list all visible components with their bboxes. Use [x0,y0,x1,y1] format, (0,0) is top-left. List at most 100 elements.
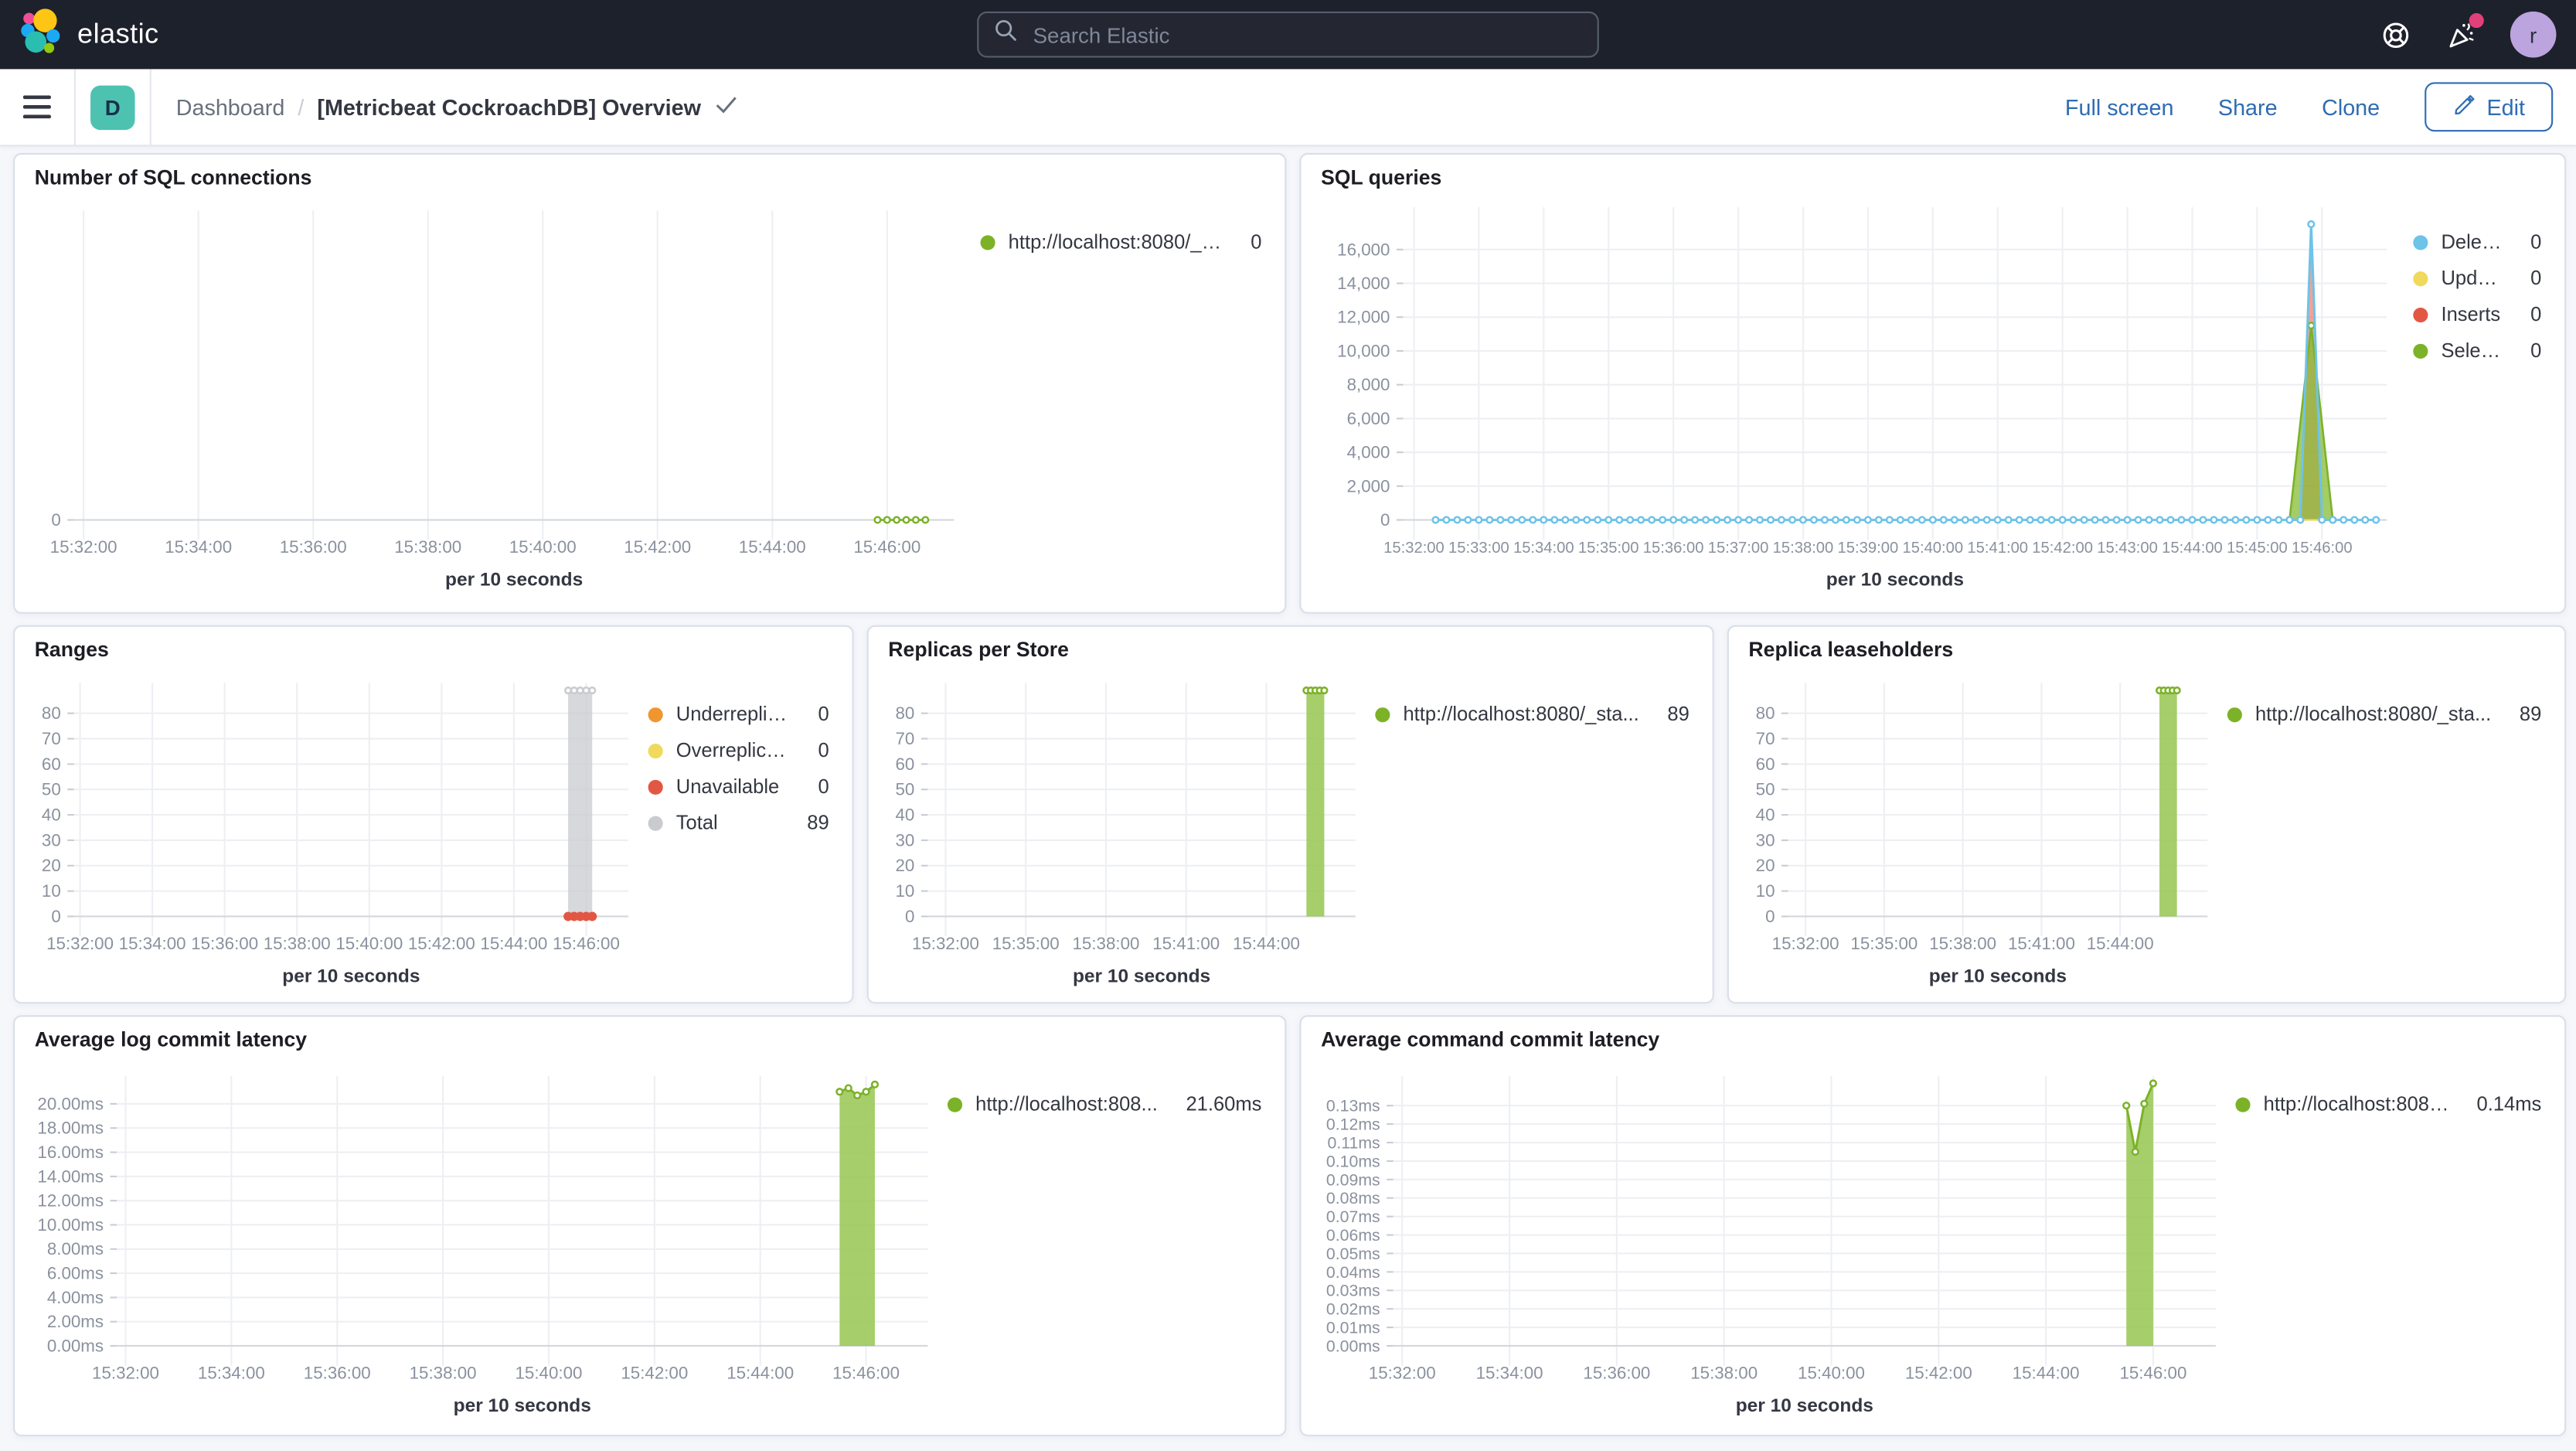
legend-series-dot-icon [2227,707,2242,722]
panel-title: Replicas per Store [888,638,1069,662]
clone-button[interactable]: Clone [2322,94,2380,120]
svg-text:per 10 seconds: per 10 seconds [454,1395,591,1416]
breadcrumb: Dashboard / [Metricbeat CockroachDB] Ove… [176,92,739,121]
svg-text:60: 60 [1756,754,1775,774]
svg-text:15:44:00: 15:44:00 [2013,1364,2080,1383]
svg-text:40: 40 [896,806,915,825]
svg-text:30: 30 [1756,830,1775,850]
search-icon [994,18,1019,51]
newsfeed-icon[interactable] [2445,13,2484,51]
svg-text:15:34:00: 15:34:00 [198,1364,265,1383]
legend-item[interactable]: Underreplicated 0 [648,703,829,726]
legend-series-value: 21.60ms [1186,1092,1262,1116]
svg-text:15:45:00: 15:45:00 [2227,540,2288,557]
legend-item[interactable]: Updates 0 [2413,267,2541,290]
legend-item[interactable]: Deletes 0 [2413,230,2541,254]
legend-series-dot-icon [648,815,663,830]
legend-item[interactable]: Total 89 [648,811,829,834]
svg-text:15:40:00: 15:40:00 [1902,540,1963,557]
svg-text:0.10ms: 0.10ms [1326,1152,1380,1170]
svg-text:0.09ms: 0.09ms [1326,1170,1380,1189]
svg-text:15:32:00: 15:32:00 [50,537,117,557]
search-input[interactable] [1029,20,1583,49]
menu-button[interactable] [0,69,74,145]
edit-button[interactable]: Edit [2424,82,2554,132]
svg-text:15:46:00: 15:46:00 [832,1364,900,1383]
legend-series-value: 0 [818,738,829,762]
svg-text:15:38:00: 15:38:00 [394,537,461,557]
svg-text:per 10 seconds: per 10 seconds [1826,570,1964,591]
legend-item[interactable]: http://localhost:8080/_stat... 0 [980,230,1261,254]
user-avatar[interactable]: r [2510,11,2557,58]
svg-text:15:42:00: 15:42:00 [621,1364,688,1383]
svg-text:2.00ms: 2.00ms [47,1312,104,1331]
svg-text:6,000: 6,000 [1347,409,1390,428]
svg-text:0.00ms: 0.00ms [47,1336,104,1355]
legend-series-value: 0 [2530,230,2542,254]
chart-canvas: 15:32:00 15:35:00 15:38:00 15:41:00 15:44:00… [1756,683,2208,987]
global-search[interactable] [977,11,1599,58]
svg-text:per 10 seconds: per 10 seconds [1929,966,2067,987]
legend-series-label: Inserts [2441,302,2501,326]
svg-text:15:35:00: 15:35:00 [992,934,1060,953]
full-screen-button[interactable]: Full screen [2064,94,2174,120]
legend-item[interactable]: http://localhost:8080/_sta... 89 [1375,703,1690,726]
svg-text:0: 0 [1765,907,1775,926]
legend-item[interactable]: Overreplicated 0 [648,738,829,762]
svg-text:15:32:00: 15:32:00 [1772,934,1839,953]
legend-series-value: 0 [818,702,829,726]
svg-text:15:44:00: 15:44:00 [480,934,547,953]
svg-text:15:41:00: 15:41:00 [1152,934,1220,953]
divider [149,69,151,145]
svg-text:10: 10 [42,881,61,901]
elastic-brand[interactable]: elastic [20,8,159,62]
chart-canvas: 15:32:00 15:35:00 15:38:00 15:41:00 15:44:00… [896,683,1356,987]
help-icon[interactable] [2379,18,2412,51]
replica-leaseholders-chart: 15:32:00 15:35:00 15:38:00 15:41:00 15:44:00… [1729,663,2227,1002]
dashboard-app-button[interactable]: D [76,69,150,145]
legend-series-value: 89 [807,811,829,835]
svg-text:15:43:00: 15:43:00 [2097,540,2158,557]
legend-series-dot-icon [2413,271,2428,286]
avg-log-commit-latency-chart: 15:32:00 15:34:00 15:36:00 15:38:00 15:40:00… [15,1053,948,1435]
legend-item[interactable]: http://localhost:8080/_sta... 89 [2227,703,2541,726]
svg-text:per 10 seconds: per 10 seconds [282,966,420,987]
svg-text:10: 10 [896,881,915,901]
svg-text:2,000: 2,000 [1347,476,1390,496]
sql-connections-legend: http://localhost:8080/_stat... 0 [980,191,1285,612]
breadcrumb-separator: / [298,94,305,120]
breadcrumb-dashboard-link[interactable]: Dashboard [175,94,285,120]
legend-series-dot-icon [980,234,995,250]
panel-sql-connections: Number of SQL connections 15:32:00 15:34:… [13,152,1287,614]
legend-item[interactable]: http://localhost:8080... 0.14ms [2235,1092,2541,1115]
top-icons: r [2379,0,2557,69]
svg-text:0.05ms: 0.05ms [1326,1245,1380,1263]
svg-text:15:32:00: 15:32:00 [1383,540,1445,557]
legend-item[interactable]: Inserts 0 [2413,302,2541,326]
legend-series-value: 89 [1667,702,1690,726]
avg-command-commit-latency-legend: http://localhost:8080... 0.14ms [2235,1053,2564,1435]
legend-item[interactable]: http://localhost:808... 21.60ms [947,1092,1262,1116]
legend-series-dot-icon [648,707,663,722]
svg-text:15:46:00: 15:46:00 [553,934,620,953]
ranges-chart: 15:32:00 15:34:00 15:36:00 15:38:00 15:40:00… [15,663,648,1002]
svg-text:0: 0 [51,510,60,530]
svg-text:4,000: 4,000 [1347,443,1390,462]
avg-command-commit-latency-chart: 15:32:00 15:34:00 15:36:00 15:38:00 15:40:00… [1302,1053,2236,1435]
title-check-icon[interactable] [714,92,739,121]
svg-text:0.06ms: 0.06ms [1326,1226,1380,1245]
svg-text:0.03ms: 0.03ms [1326,1282,1380,1300]
panel-title: Number of SQL connections [34,165,312,189]
panel-replica-leaseholders: Replica leaseholders 15:32:00 15:35:00 15:… [1727,625,2567,1004]
svg-text:0: 0 [51,907,60,926]
svg-text:15:37:00: 15:37:00 [1708,540,1769,557]
svg-text:70: 70 [1756,729,1775,748]
legend-item[interactable]: Unavailable 0 [648,775,829,798]
legend-series-label: http://localhost:8080/_sta... [1403,702,1639,726]
svg-text:15:46:00: 15:46:00 [2119,1364,2186,1383]
legend-item[interactable]: Selects 0 [2413,339,2541,362]
svg-text:15:36:00: 15:36:00 [304,1364,371,1383]
share-button[interactable]: Share [2217,94,2278,120]
svg-text:70: 70 [42,729,61,748]
svg-text:14.00ms: 14.00ms [37,1167,104,1186]
